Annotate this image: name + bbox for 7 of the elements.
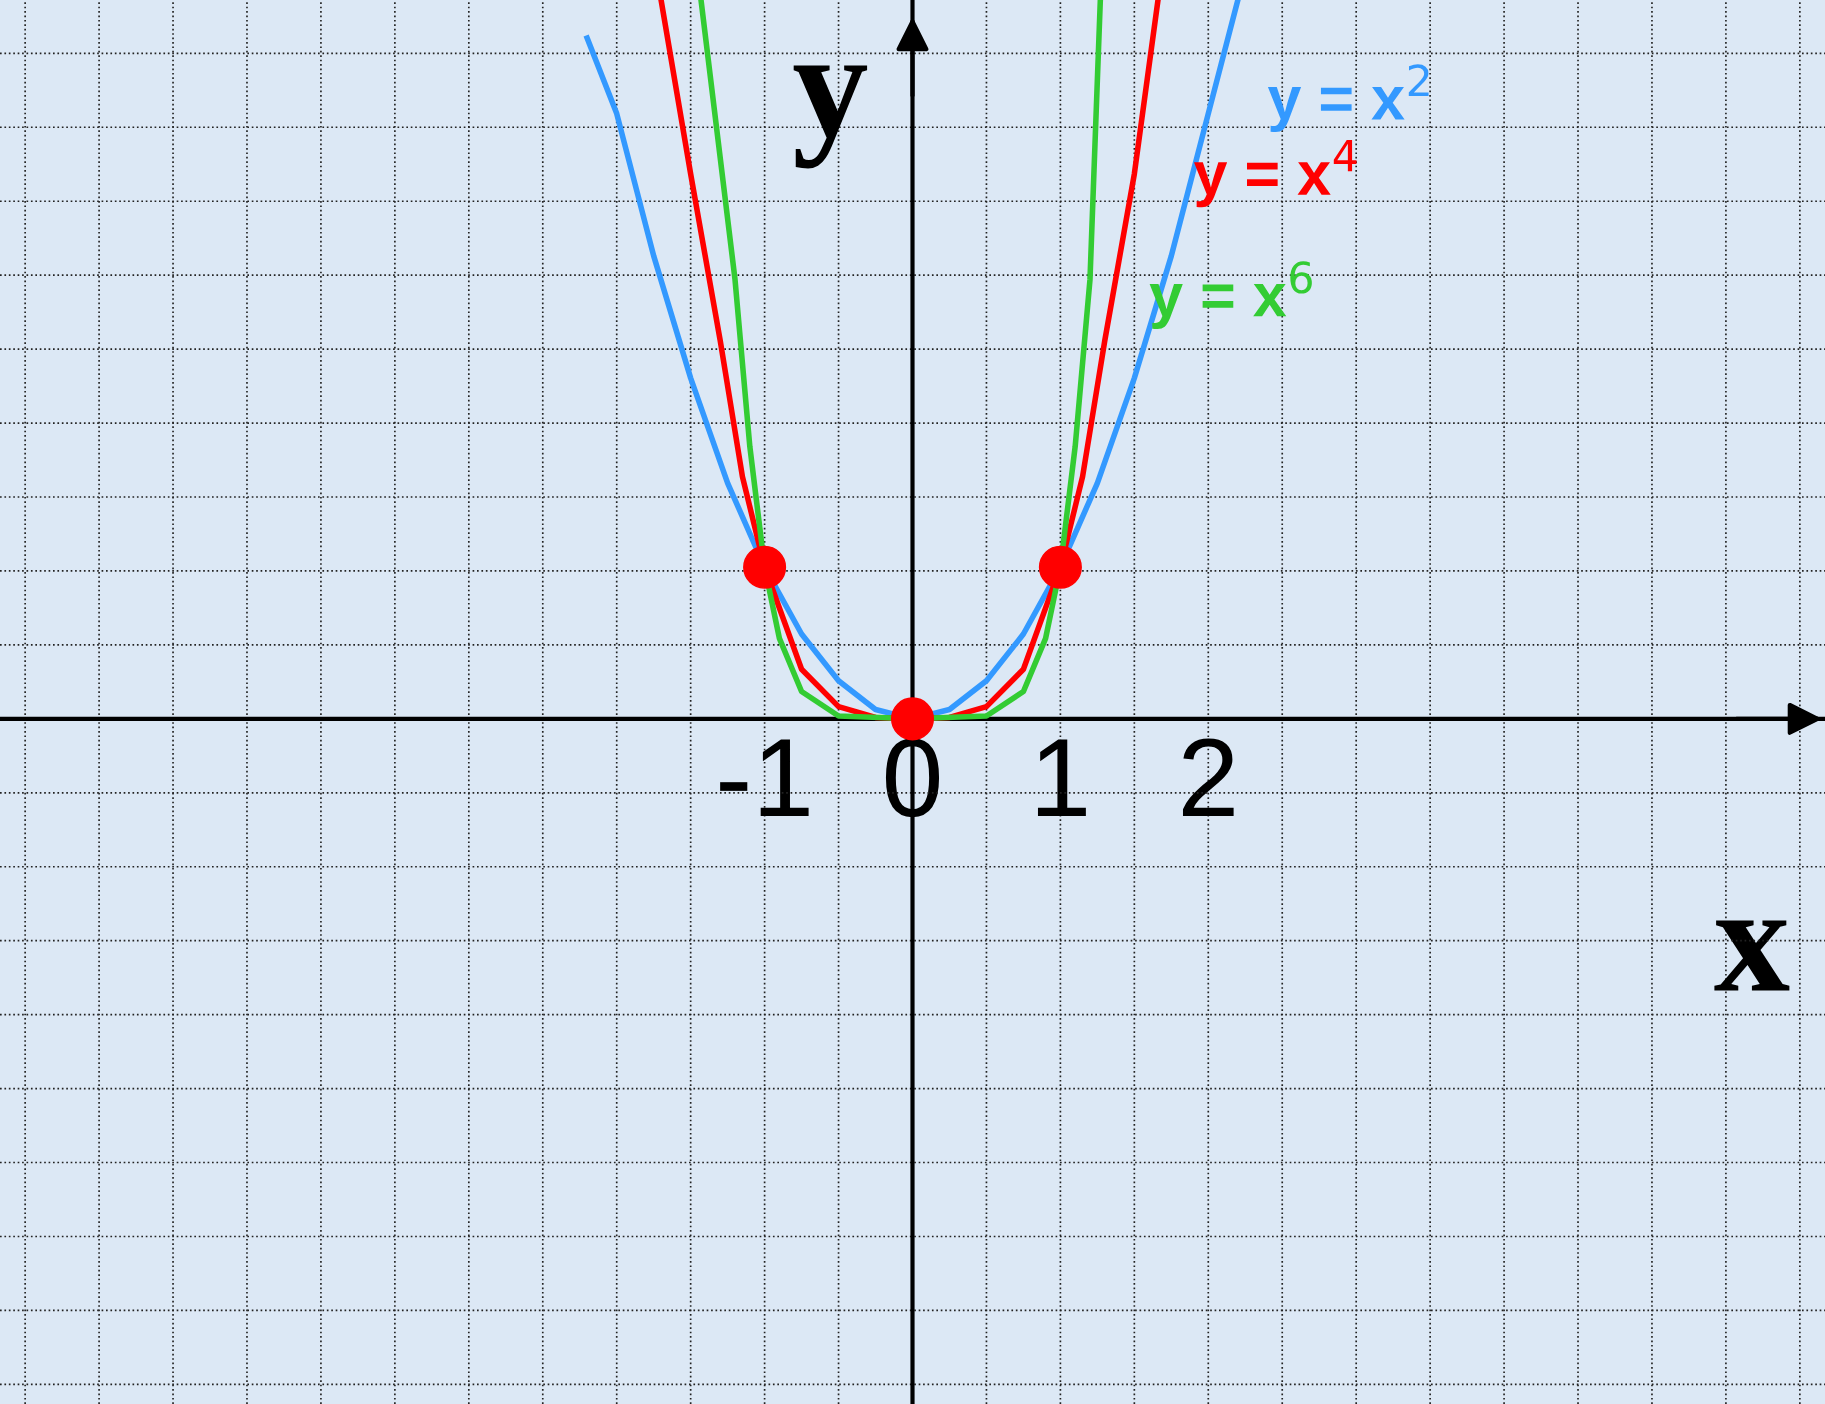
x-tick-label: 1 [1037,739,1086,817]
y-axis-title: y [793,65,868,169]
series-label: y = x$^{2}$ [1267,64,1429,133]
x-tick-label: 2 [1182,738,1234,817]
series-label: y = x$^{4}$ [1193,140,1357,208]
x-tick-label: -1 [720,739,809,817]
x-axis-title: x [1714,920,1790,991]
